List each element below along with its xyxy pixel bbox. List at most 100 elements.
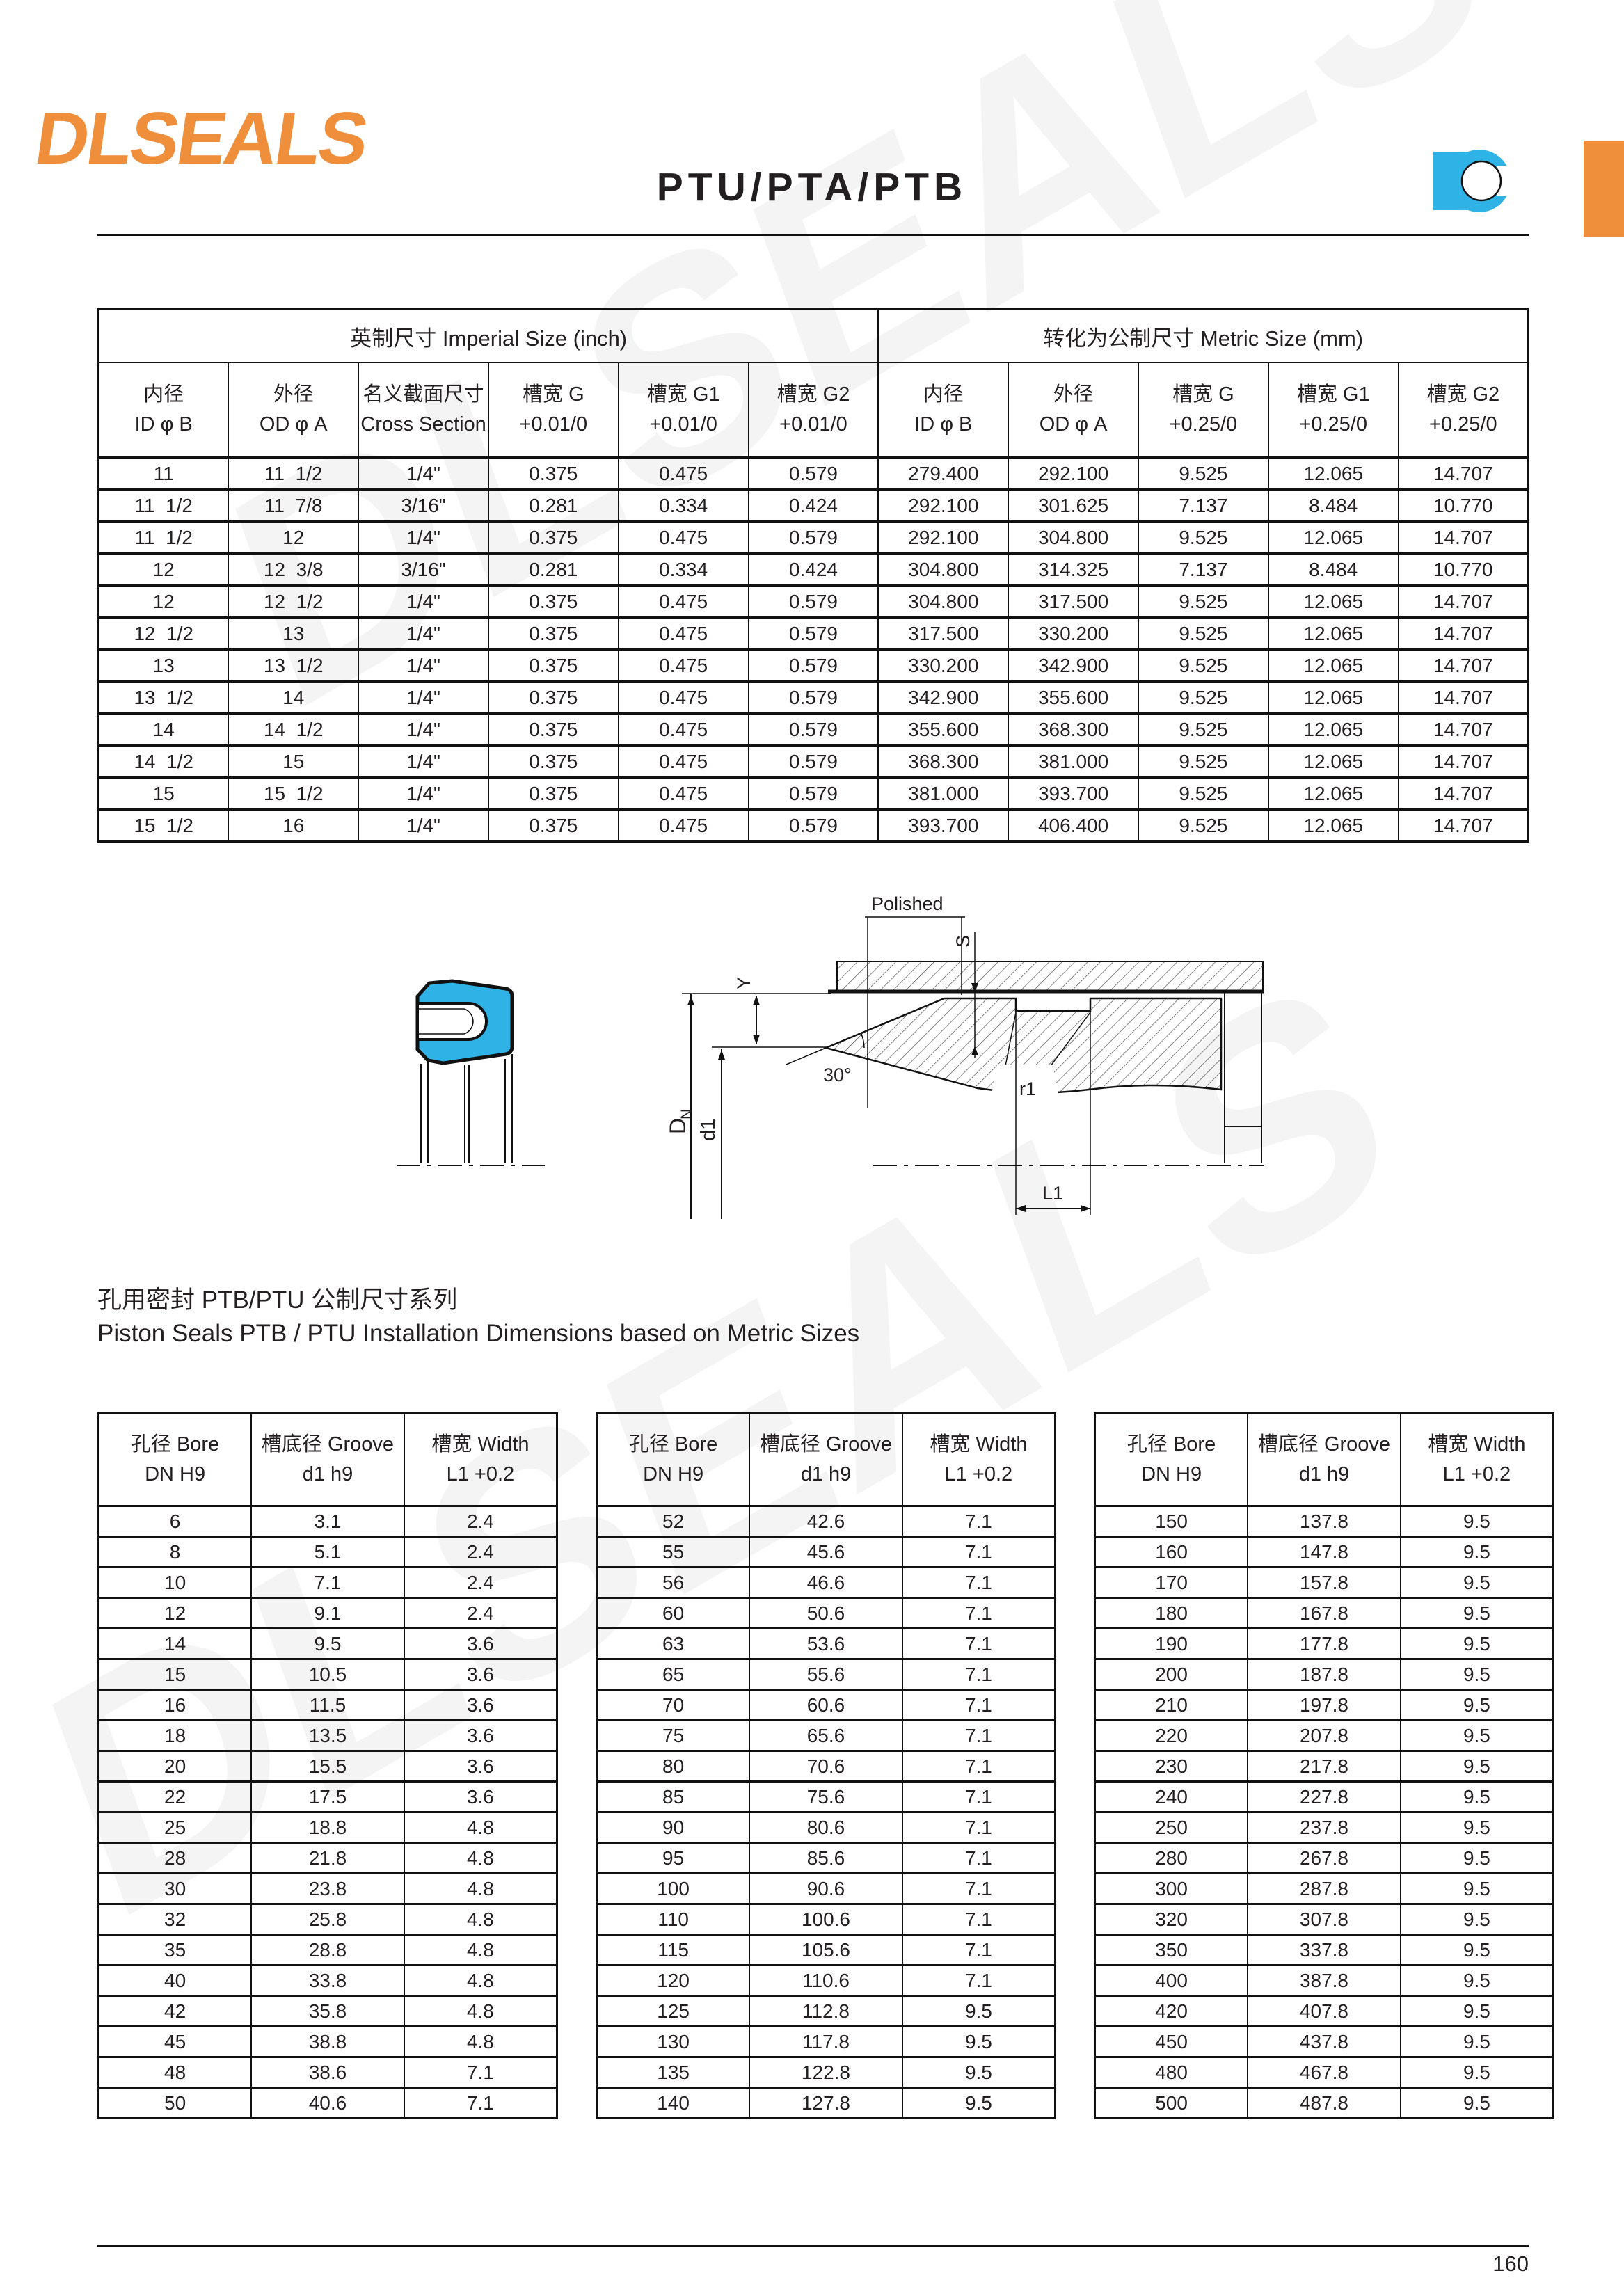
table-cell: 9.5	[1399, 1627, 1554, 1660]
table-cell: 450	[1094, 2025, 1249, 2058]
table-cell: 1/4"	[358, 616, 489, 651]
table-cell: 292.100	[877, 520, 1010, 555]
section-title-zh: 孔用密封 PTB/PTU 公制尺寸系列	[97, 1286, 458, 1314]
table-cell: 75.6	[749, 1780, 903, 1813]
table-row: 11 11 1/2 1/4" 0.375 0.475 0.579 279.400 292.10…	[97, 456, 1529, 491]
table-cell: 22	[97, 1780, 253, 1813]
table-cell: 0.334	[617, 552, 749, 587]
table-cell: 7.1	[901, 1505, 1056, 1538]
table-cell: 9.5	[1399, 2087, 1554, 2119]
column-header: 槽宽 G +0.25/0	[1138, 362, 1269, 459]
table-cell: 301.625	[1008, 488, 1139, 523]
table-cell: 38.6	[250, 2056, 405, 2089]
table-cell: 7.1	[403, 2087, 558, 2119]
table-cell: 14.707	[1397, 808, 1529, 843]
column-header: 外径 OD φ A	[1008, 362, 1139, 459]
table-cell: 100.6	[749, 1903, 903, 1936]
table-cell: 14.707	[1397, 776, 1529, 811]
column-header: 孔径 Bore DN H9	[1094, 1412, 1249, 1507]
table-row: 450 437.8 9.5	[1094, 2025, 1554, 2058]
table-row: 75 65.6 7.1	[596, 1719, 1056, 1752]
table-cell: 1/4"	[358, 520, 489, 555]
table-cell: 11 1/2	[97, 488, 230, 523]
table-cell: 0.475	[617, 808, 749, 843]
install-table-body: 6 3.1 2.4 8 5.1 2.4 10 7.1 2.4 12 9.1 2.4 14 9.5 3.6 15…	[97, 1505, 558, 2119]
table-row: 95 85.6 7.1	[596, 1842, 1056, 1874]
table-cell: 0.375	[487, 584, 619, 619]
table-cell: 13 1/2	[228, 648, 360, 683]
table-cell: 20	[97, 1750, 253, 1783]
table-row: 55 45.6 7.1	[596, 1536, 1056, 1568]
table-cell: 467.8	[1247, 2056, 1401, 2089]
table-row: 180 167.8 9.5	[1094, 1597, 1554, 1629]
table-cell: 480	[1094, 2056, 1249, 2089]
table-cell: 9.5	[1399, 1872, 1554, 1905]
table-cell: 0.475	[617, 584, 749, 619]
piston-body	[786, 991, 1262, 1163]
table-cell: 12 3/8	[228, 552, 360, 587]
table-cell: 12.065	[1267, 616, 1399, 651]
table-row: 20 15.5 3.6	[97, 1750, 558, 1783]
table-cell: 55	[596, 1536, 751, 1568]
table-cell: 4.8	[403, 1995, 558, 2027]
table-cell: 0.475	[617, 776, 749, 811]
table-cell: 0.579	[747, 584, 879, 619]
table-cell: 5.1	[250, 1536, 405, 1568]
column-header: 槽宽 G +0.01/0	[487, 362, 619, 459]
table-cell: 317.500	[877, 616, 1010, 651]
table-row: 90 80.6 7.1	[596, 1811, 1056, 1844]
table-row: 125 112.8 9.5	[596, 1995, 1056, 2027]
r1-label: r1	[1019, 1078, 1036, 1099]
table-cell: 9.525	[1138, 680, 1269, 715]
table-cell: 500	[1094, 2087, 1249, 2119]
table-cell: 42.6	[749, 1505, 903, 1538]
column-header: 槽宽 G2 +0.25/0	[1397, 362, 1529, 459]
table-row: 6 3.1 2.4	[97, 1505, 558, 1538]
table-cell: 4.8	[403, 1964, 558, 1997]
table-cell: 9.5	[901, 1995, 1056, 2027]
table-cell: 7.1	[901, 1811, 1056, 1844]
table-cell: 9.525	[1138, 776, 1269, 811]
table-cell: 7.1	[901, 1842, 1056, 1874]
table-cell: 0.424	[747, 488, 879, 523]
table-row: 80 70.6 7.1	[596, 1750, 1056, 1783]
table-cell: 12 1/2	[97, 616, 230, 651]
table-cell: 0.375	[487, 680, 619, 715]
table-cell: 85	[596, 1780, 751, 1813]
table-cell: 0.579	[747, 776, 879, 811]
table-cell: 11.5	[250, 1689, 405, 1721]
table-cell: 355.600	[1008, 680, 1139, 715]
column-header: 槽底径 Groove d1 h9	[749, 1412, 903, 1507]
table-cell: 210	[1094, 1689, 1249, 1721]
table-cell: 85.6	[749, 1842, 903, 1874]
table-cell: 1/4"	[358, 808, 489, 843]
table-cell: 1/4"	[358, 584, 489, 619]
table-cell: 0.579	[747, 680, 879, 715]
table-cell: 65.6	[749, 1719, 903, 1752]
table-cell: 53.6	[749, 1627, 903, 1660]
table-cell: 350	[1094, 1934, 1249, 1966]
table-row: 12 1/2 13 1/4" 0.375 0.475 0.579 317.500 330.20…	[97, 616, 1529, 651]
table-row: 230 217.8 9.5	[1094, 1750, 1554, 1783]
table-cell: 3.6	[403, 1658, 558, 1691]
table-cell: 180	[1094, 1597, 1249, 1629]
table-cell: 7.1	[901, 1934, 1056, 1966]
l1-label: L1	[1042, 1183, 1063, 1204]
dimension-lines	[682, 916, 1091, 1219]
polished-label: Polished	[871, 893, 944, 914]
table-cell: 115	[596, 1934, 751, 1966]
table-cell: 1/4"	[358, 680, 489, 715]
table-cell: 9.5	[1399, 1811, 1554, 1844]
table-cell: 0.475	[617, 456, 749, 491]
table-cell: 46.6	[749, 1566, 903, 1599]
table-cell: 4.8	[403, 1872, 558, 1905]
table-cell: 56	[596, 1566, 751, 1599]
table-cell: 32	[97, 1903, 253, 1936]
table-cell: 21.8	[250, 1842, 405, 1874]
table-cell: 3/16"	[358, 552, 489, 587]
table-row: 150 137.8 9.5	[1094, 1505, 1554, 1538]
table-cell: 9.5	[1399, 1842, 1554, 1874]
table-row: 500 487.8 9.5	[1094, 2087, 1554, 2119]
table-row: 190 177.8 9.5	[1094, 1627, 1554, 1660]
table-cell: 125	[596, 1995, 751, 2027]
